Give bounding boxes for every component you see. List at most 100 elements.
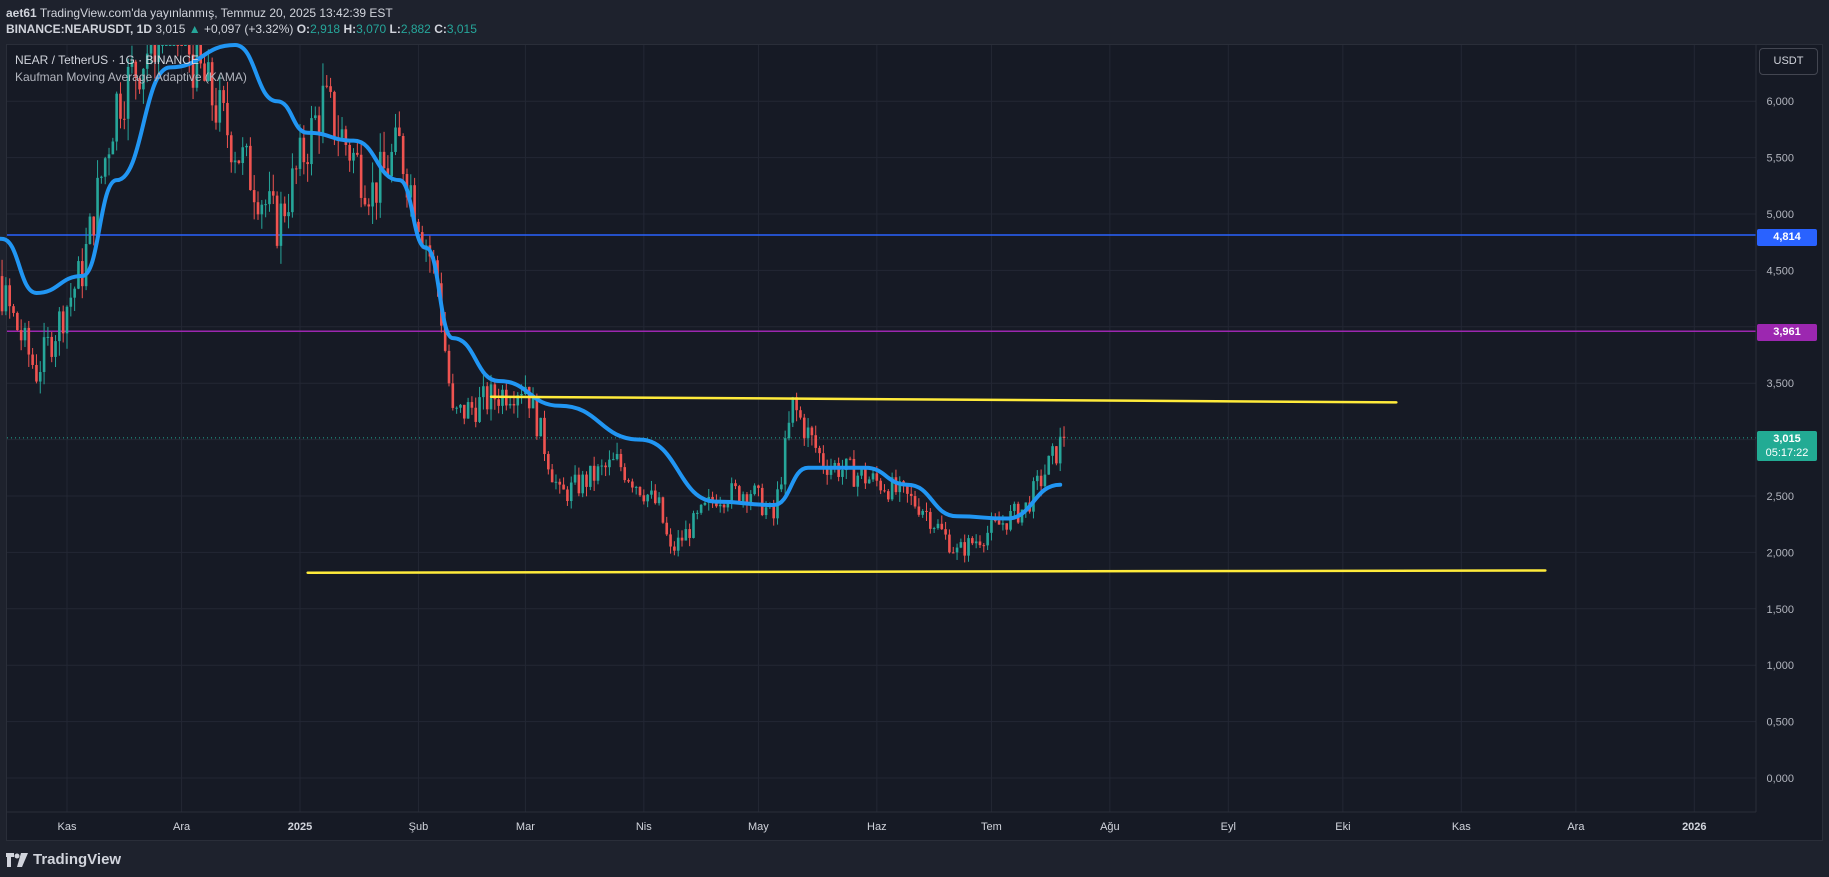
candle-body: [229, 135, 233, 163]
candle-body: [103, 158, 107, 177]
candle-body: [780, 484, 783, 490]
candle-body: [974, 541, 978, 544]
indicator-legend[interactable]: Kaufman Moving Average Adaptive (KAMA): [15, 70, 247, 84]
candle-body: [199, 45, 202, 64]
candle-body: [130, 61, 134, 67]
candle-body: [352, 152, 355, 161]
kama-line: [0, 43, 1063, 521]
candle-body: [688, 529, 691, 538]
candle-body: [31, 354, 34, 365]
tradingview-brand[interactable]: TradingView: [6, 851, 121, 868]
candle-body: [359, 154, 363, 198]
candle-body: [1013, 503, 1016, 511]
candle-body: [864, 469, 867, 484]
candle-body: [367, 204, 371, 207]
candle-body: [497, 399, 500, 406]
candle-body: [268, 191, 271, 205]
candle-body: [69, 297, 73, 307]
time-axis-label: Ara: [1567, 821, 1585, 833]
candle-body: [925, 510, 928, 512]
footer-bar: [0, 841, 1829, 877]
candle-body: [944, 529, 947, 535]
candle-body: [1032, 481, 1035, 512]
candle-body: [23, 327, 27, 341]
candle-body: [287, 212, 290, 217]
candle-body: [58, 311, 61, 342]
candle-body: [294, 168, 298, 170]
candle-body: [348, 144, 351, 161]
candle-body: [539, 417, 542, 437]
candle-body: [906, 485, 909, 494]
symbol-legend[interactable]: NEAR / TetherUS · 1G · BINANCE: [15, 53, 199, 67]
candle-body: [745, 494, 749, 504]
candle-body: [634, 486, 638, 488]
candle-body: [176, 45, 180, 46]
time-axis-label: Kas: [1452, 821, 1471, 833]
candle-body: [191, 54, 195, 88]
last-price-tag-value: 3,015: [1773, 433, 1801, 445]
candle-body: [535, 395, 539, 437]
candle-body: [80, 261, 84, 287]
candle-body: [19, 330, 23, 341]
candle-body: [252, 190, 256, 203]
candle-body: [799, 410, 802, 418]
candle-body: [730, 483, 733, 504]
candle-body: [913, 496, 917, 507]
candle-body: [195, 45, 199, 88]
candle-body: [841, 470, 844, 477]
candle-body: [329, 86, 332, 92]
candle-body: [753, 485, 756, 495]
candle-body: [482, 386, 485, 398]
price-change: +0,097 (+3.32%): [203, 22, 294, 36]
candle-body: [1009, 510, 1012, 530]
candle-body: [726, 503, 730, 508]
time-axis-label: Ağu: [1100, 821, 1120, 833]
candle-body: [321, 85, 325, 134]
tradingview-logo-icon: [6, 852, 28, 867]
candle-body: [149, 45, 153, 54]
candle-body: [669, 534, 672, 547]
candle-body: [184, 45, 187, 46]
close-label: C:: [434, 22, 447, 36]
candle-body: [92, 216, 96, 236]
candle-body: [718, 504, 722, 507]
candle-body: [604, 465, 607, 468]
candle-body: [875, 473, 879, 481]
candle-body: [485, 386, 489, 410]
candle-body: [161, 45, 164, 46]
price-axis: 6,000 5,500 5,000 4,500 3,500 2,500 2,000 1,500…: [1755, 45, 1794, 812]
candle-body: [871, 473, 875, 480]
candle-body: [409, 185, 413, 198]
candle-body: [54, 341, 57, 357]
candle-body: [661, 497, 665, 523]
currency-button[interactable]: USDT: [1759, 48, 1818, 75]
price-axis-label: 2,500: [1766, 491, 1794, 503]
ohlc-line: BINANCE:NEARUSDT, 1D 3,015 ▲ +0,097 (+3.…: [6, 22, 477, 36]
candle-body: [275, 195, 279, 246]
candle-body: [302, 137, 306, 163]
candle-body: [35, 364, 38, 382]
candle-body: [722, 504, 726, 508]
candle-body: [642, 495, 646, 502]
candle-body: [451, 383, 455, 408]
chart-pane[interactable]: [6, 44, 1823, 841]
low-value: 2,882: [400, 22, 431, 36]
candle-body: [512, 403, 516, 406]
candle-body: [1024, 502, 1028, 510]
trendline: [306, 569, 1547, 574]
candle-body: [589, 465, 592, 487]
candle-body: [692, 513, 695, 538]
candle-body: [917, 506, 921, 515]
author-name[interactable]: aet61: [6, 6, 37, 20]
candle-body: [795, 397, 798, 411]
candle-body: [470, 402, 474, 408]
candle-body: [1047, 455, 1051, 475]
candle-body: [298, 137, 302, 169]
candle-body: [115, 93, 118, 142]
candle-body: [1062, 436, 1066, 438]
candle-body: [596, 466, 600, 481]
candle-body: [306, 162, 309, 165]
candle-body: [310, 118, 313, 165]
candle-body: [860, 469, 863, 476]
